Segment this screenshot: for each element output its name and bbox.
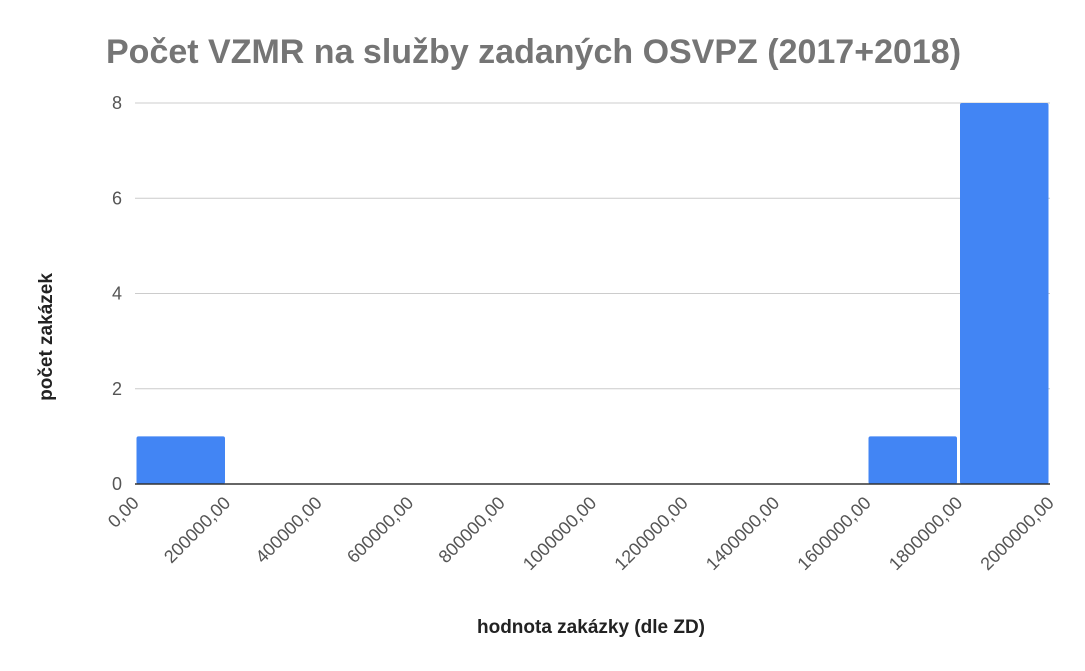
y-tick-label: 0	[112, 474, 122, 494]
histogram-bar	[136, 436, 225, 484]
x-tick-label: 600000,00	[343, 493, 417, 567]
y-tick-label: 8	[112, 93, 122, 113]
y-axis-title: počet zakázek	[36, 273, 57, 401]
x-tick-label: 2000000,00	[976, 493, 1057, 574]
y-tick-label: 4	[112, 284, 122, 304]
x-tick-label: 1800000,00	[885, 493, 966, 574]
x-tick-label: 1000000,00	[519, 493, 600, 574]
x-tick-label: 1400000,00	[702, 493, 783, 574]
x-tick-label: 800000,00	[435, 493, 509, 567]
y-tick-label: 2	[112, 379, 122, 399]
histogram-bar	[960, 103, 1049, 484]
y-axis-ticks: 0 2 4 6 8	[112, 93, 122, 494]
x-tick-label: 0,00	[104, 493, 143, 532]
chart-title: Počet VZMR na služby zadaných OSVPZ (201…	[106, 33, 961, 71]
x-tick-label: 1600000,00	[793, 493, 874, 574]
x-axis-title: hodnota zakázky (dle ZD)	[477, 617, 705, 638]
y-tick-label: 6	[112, 188, 122, 208]
gridlines	[135, 102, 1050, 390]
histogram-bar	[868, 436, 957, 484]
x-axis-ticks: 0,00 200000,00 400000,00 600000,00 800000,00…	[104, 493, 1058, 574]
x-tick-label: 1200000,00	[610, 493, 691, 574]
bars	[136, 103, 1049, 484]
x-tick-label: 400000,00	[252, 493, 326, 567]
x-tick-label: 200000,00	[160, 493, 234, 567]
